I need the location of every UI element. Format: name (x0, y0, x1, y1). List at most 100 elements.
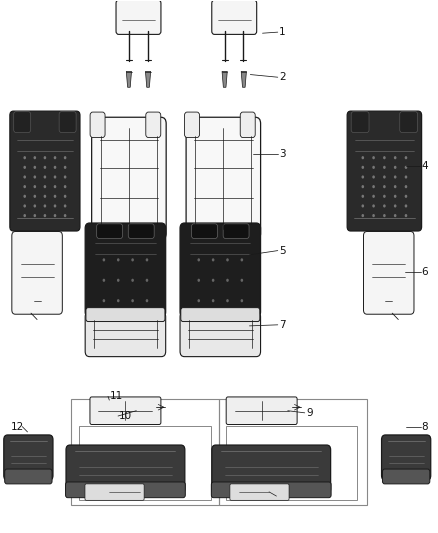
Circle shape (23, 204, 26, 207)
Circle shape (226, 279, 229, 282)
Text: 8: 8 (421, 422, 428, 432)
FancyBboxPatch shape (364, 231, 414, 314)
Polygon shape (145, 71, 151, 87)
Circle shape (383, 214, 386, 217)
Circle shape (372, 214, 375, 217)
Circle shape (383, 166, 386, 169)
FancyBboxPatch shape (5, 469, 52, 484)
Bar (79, 425, 211, 500)
Circle shape (23, 175, 26, 179)
Circle shape (54, 214, 57, 217)
Circle shape (198, 279, 200, 282)
Circle shape (131, 259, 134, 262)
Circle shape (34, 195, 36, 198)
Circle shape (34, 204, 36, 207)
Text: 11: 11 (110, 391, 123, 401)
Circle shape (361, 214, 364, 217)
Circle shape (54, 195, 57, 198)
Circle shape (131, 299, 134, 302)
FancyBboxPatch shape (400, 112, 417, 133)
FancyBboxPatch shape (223, 224, 249, 238)
Text: 1: 1 (279, 27, 286, 37)
Circle shape (394, 204, 396, 207)
FancyBboxPatch shape (128, 224, 154, 238)
Circle shape (54, 175, 57, 179)
Circle shape (383, 185, 386, 188)
Circle shape (54, 156, 57, 159)
FancyBboxPatch shape (212, 445, 331, 494)
Circle shape (23, 166, 26, 169)
FancyBboxPatch shape (381, 435, 431, 480)
Text: 9: 9 (306, 408, 313, 418)
Circle shape (405, 166, 407, 169)
Circle shape (64, 195, 67, 198)
Circle shape (361, 185, 364, 188)
FancyBboxPatch shape (85, 312, 166, 357)
FancyBboxPatch shape (226, 397, 297, 424)
FancyBboxPatch shape (59, 112, 76, 133)
FancyBboxPatch shape (212, 0, 257, 35)
Circle shape (405, 175, 407, 179)
FancyBboxPatch shape (382, 469, 430, 484)
Circle shape (405, 204, 407, 207)
Circle shape (361, 175, 364, 179)
FancyBboxPatch shape (351, 112, 369, 133)
FancyBboxPatch shape (97, 224, 123, 238)
Text: 5: 5 (279, 246, 286, 256)
FancyBboxPatch shape (181, 308, 260, 321)
Circle shape (34, 175, 36, 179)
FancyBboxPatch shape (180, 223, 261, 317)
Text: 12: 12 (11, 422, 24, 432)
Circle shape (34, 156, 36, 159)
FancyBboxPatch shape (66, 482, 185, 498)
Text: 2: 2 (279, 72, 286, 82)
Circle shape (405, 156, 407, 159)
Circle shape (240, 299, 243, 302)
Circle shape (64, 204, 67, 207)
FancyBboxPatch shape (240, 112, 255, 138)
Circle shape (44, 214, 46, 217)
Circle shape (372, 185, 375, 188)
Circle shape (64, 185, 67, 188)
FancyBboxPatch shape (191, 224, 217, 238)
FancyBboxPatch shape (85, 223, 166, 317)
FancyBboxPatch shape (90, 397, 161, 424)
Text: 7: 7 (279, 320, 286, 330)
Circle shape (394, 214, 396, 217)
Circle shape (64, 166, 67, 169)
Circle shape (383, 204, 386, 207)
Circle shape (64, 214, 67, 217)
Circle shape (44, 185, 46, 188)
Circle shape (34, 214, 36, 217)
Circle shape (102, 279, 105, 282)
Bar (71, 399, 219, 505)
FancyBboxPatch shape (85, 484, 144, 500)
Bar (219, 399, 367, 505)
Circle shape (361, 166, 364, 169)
Circle shape (361, 156, 364, 159)
FancyBboxPatch shape (116, 0, 161, 35)
FancyBboxPatch shape (92, 117, 166, 240)
Circle shape (394, 185, 396, 188)
Circle shape (54, 166, 57, 169)
Circle shape (102, 299, 105, 302)
Circle shape (102, 259, 105, 262)
FancyBboxPatch shape (14, 112, 31, 133)
Circle shape (212, 259, 215, 262)
Circle shape (146, 259, 148, 262)
FancyBboxPatch shape (90, 112, 105, 138)
Circle shape (405, 195, 407, 198)
Circle shape (372, 156, 375, 159)
Circle shape (383, 156, 386, 159)
Circle shape (212, 299, 215, 302)
Circle shape (64, 175, 67, 179)
Circle shape (405, 185, 407, 188)
Circle shape (394, 156, 396, 159)
Circle shape (383, 195, 386, 198)
Circle shape (146, 299, 148, 302)
Circle shape (198, 299, 200, 302)
FancyBboxPatch shape (212, 482, 331, 498)
Circle shape (372, 195, 375, 198)
FancyBboxPatch shape (180, 312, 261, 357)
Circle shape (212, 279, 215, 282)
